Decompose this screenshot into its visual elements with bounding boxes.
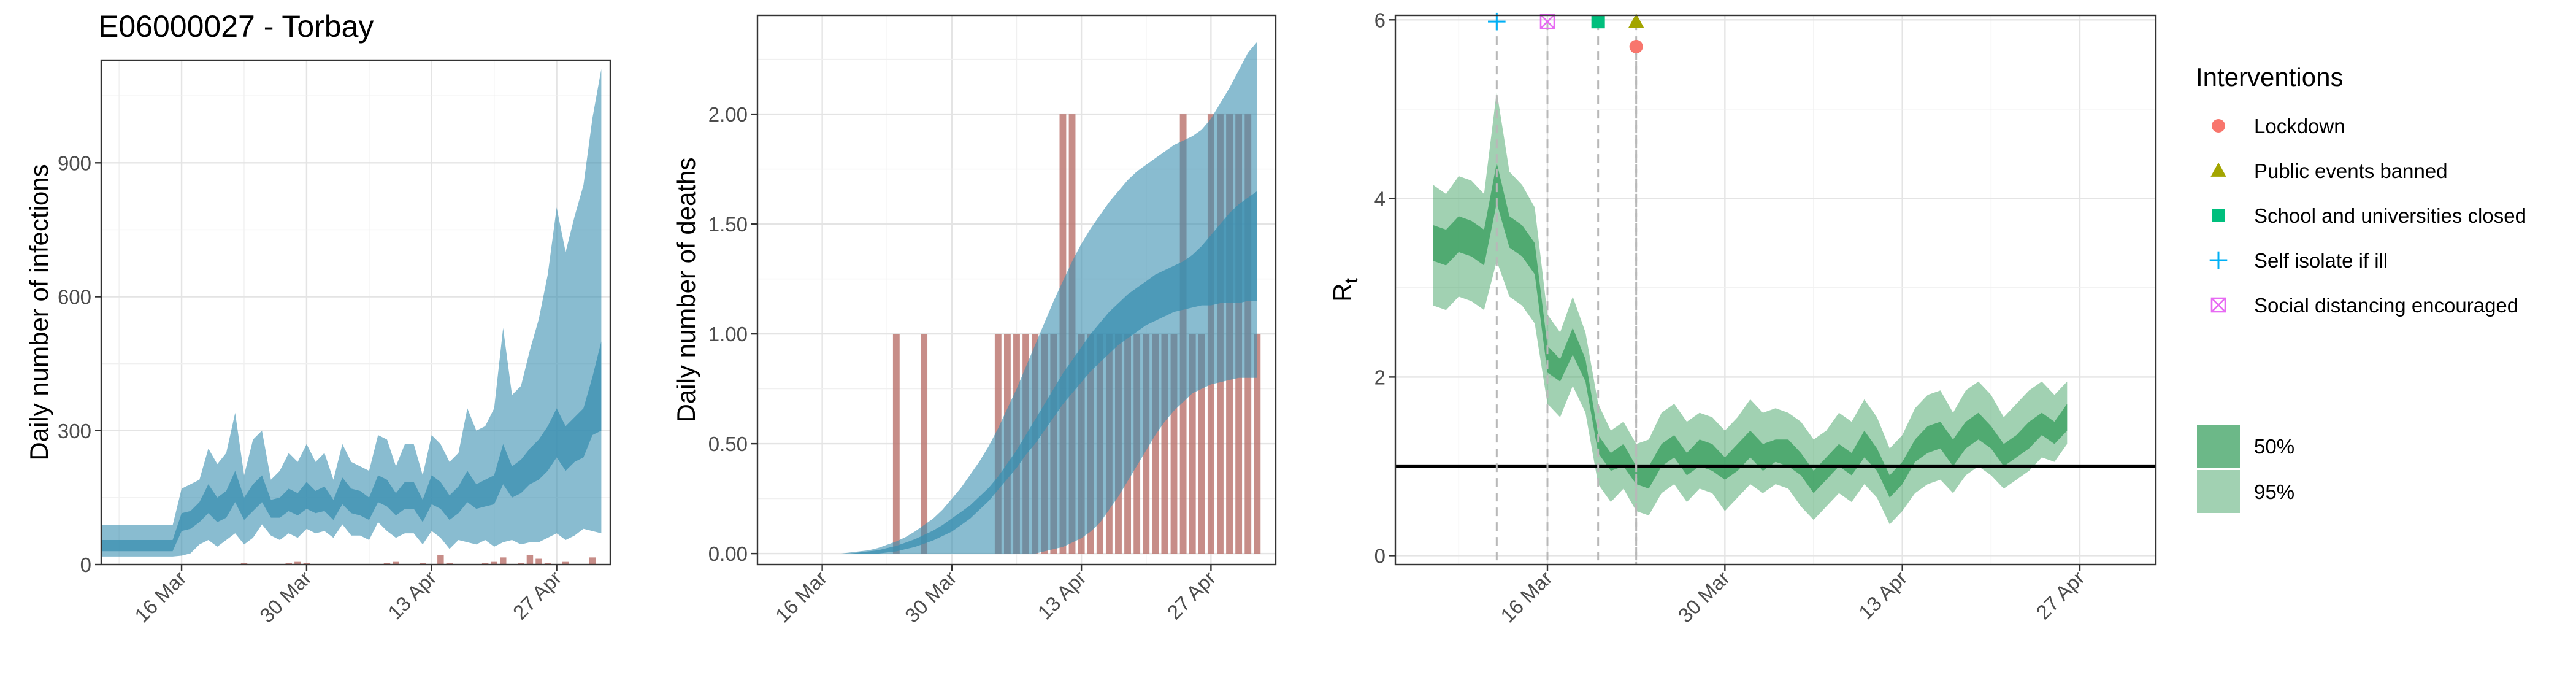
legend-bands: 50% 95%: [2197, 425, 2294, 513]
case-bar: [535, 558, 542, 565]
figure-title: E06000027 - Torbay: [98, 9, 374, 44]
x-tick-label: 13 Apr: [383, 566, 441, 624]
y-tick-label: 0: [1374, 544, 1386, 567]
band-50-rt: [1433, 163, 2068, 498]
x-tick-label: 30 Mar: [255, 566, 316, 627]
panel-rt: 0 2 4 6 16 Mar 30 Mar 13 Apr 27 Apr Rt: [1328, 9, 2157, 627]
legend-swatch: [2197, 470, 2240, 513]
plot-frame: [100, 59, 611, 566]
band-95-deaths: [803, 42, 1257, 554]
legend-marker: [2210, 297, 2226, 313]
case-bar: [562, 561, 569, 565]
case-bar: [437, 554, 444, 565]
legend-label: Self isolate if ill: [2254, 249, 2388, 272]
y-axis-title-subscript: t: [1341, 278, 1362, 284]
legend-marker: [2210, 162, 2226, 177]
y-tick-label: 0.00: [708, 542, 748, 565]
y-tick-label: 900: [58, 152, 91, 174]
case-bar: [526, 554, 534, 565]
x-tick-label: 13 Apr: [1854, 566, 1912, 624]
plot-frame: [756, 14, 1277, 566]
y-tick-label: 0: [80, 554, 91, 576]
panel-infections: 0 300 600 900 16 Mar 30 Mar 13 Apr 27 Apr Daily …: [25, 59, 611, 627]
x-tick-label: 16 Mar: [130, 566, 191, 627]
x-tick-label: 27 Apr: [2031, 566, 2089, 624]
y-axis-title: Daily number of deaths: [672, 158, 700, 423]
cross-b: [1540, 14, 1555, 29]
legend-swatch: [2197, 425, 2240, 468]
x-tick-label: 16 Mar: [1496, 566, 1557, 627]
band-95-infections: [101, 69, 602, 557]
y-tick-label: 300: [58, 420, 91, 442]
case-bar: [500, 557, 507, 565]
death-bar: [921, 334, 928, 554]
y-tick-label: 1.50: [708, 213, 748, 236]
legend-label: Lockdown: [2254, 115, 2345, 137]
intervention-marker: [1591, 15, 1605, 29]
x-tick-label: 27 Apr: [1163, 566, 1221, 624]
band-50-infections: [101, 341, 602, 552]
y-tick-label: 4: [1374, 187, 1386, 210]
death-bar: [1161, 334, 1168, 554]
cross-b: [2211, 298, 2226, 312]
y-tick-label: 2.00: [708, 103, 748, 126]
legend-marker: [2209, 251, 2228, 269]
case-bar: [393, 561, 399, 565]
panel-deaths: 0.00 0.50 1.00 1.50 2.00 16 Mar 30 Mar 13 Apr 27…: [672, 14, 1277, 627]
legend-marker: [2212, 119, 2225, 133]
y-tick-label: 600: [58, 286, 91, 309]
box: [2210, 297, 2226, 313]
death-bar: [1198, 334, 1205, 554]
legend-label: Public events banned: [2254, 160, 2448, 182]
death-bar: [1152, 334, 1159, 554]
plot-background: [1395, 15, 2156, 565]
y-tick-label: 1.00: [708, 323, 748, 345]
legend-label: 95%: [2254, 480, 2294, 503]
x-tick-label: 13 Apr: [1033, 566, 1091, 624]
intervention-marker: [1628, 13, 1644, 28]
x-tick-label: 30 Mar: [1673, 566, 1734, 627]
legend-label: Social distancing encouraged: [2254, 294, 2518, 317]
legend-label: School and universities closed: [2254, 204, 2526, 227]
legend-interventions: Interventions Lockdown Public events banne…: [2196, 63, 2526, 317]
x-tick-label: 16 Mar: [771, 566, 832, 627]
case-bar: [589, 557, 596, 565]
death-bar: [1170, 334, 1178, 554]
plot-frame: [1394, 14, 2157, 566]
y-tick-label: 0.50: [708, 433, 748, 455]
y-tick-label: 2: [1374, 366, 1386, 388]
y-axis-title: Daily number of infections: [25, 164, 53, 460]
x-tick-label: 30 Mar: [900, 566, 961, 627]
y-tick-label: 6: [1374, 9, 1386, 31]
death-bar: [1189, 334, 1196, 554]
intervention-marker: [1629, 39, 1643, 53]
case-bar: [491, 561, 497, 565]
legend-marker: [2212, 209, 2225, 222]
legend-title: Interventions: [2196, 63, 2343, 91]
y-axis-title: Rt: [1328, 278, 1362, 302]
death-bar: [1254, 334, 1261, 554]
legend-label: 50%: [2254, 435, 2294, 458]
death-bar: [892, 334, 900, 554]
x-tick-label: 27 Apr: [508, 566, 566, 624]
case-bar: [294, 561, 301, 565]
